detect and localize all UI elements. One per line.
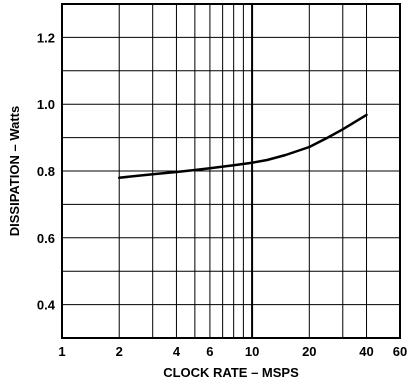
x-tick-label: 60 xyxy=(393,344,407,359)
tick-labels: 1 2 4 6 10 20 40 60 0.4 0.6 0.8 1.0 1.2 xyxy=(37,30,407,359)
dissipation-line xyxy=(117,113,368,179)
y-tick-label: 1.0 xyxy=(37,97,55,112)
plot-frame xyxy=(61,3,401,339)
y-tick-label: 0.4 xyxy=(37,298,56,313)
x-tick-label: 20 xyxy=(302,344,316,359)
y-tick-label: 0.6 xyxy=(37,231,55,246)
x-tick-label: 1 xyxy=(58,344,65,359)
y-tick-label: 0.8 xyxy=(37,164,55,179)
x-axis-label: CLOCK RATE – MSPS xyxy=(163,365,299,380)
y-axis-label: DISSIPATION – Watts xyxy=(7,106,22,237)
y-tick-label: 1.2 xyxy=(37,30,55,45)
x-tick-label: 6 xyxy=(206,344,213,359)
x-tick-label: 10 xyxy=(245,344,259,359)
x-tick-label: 4 xyxy=(173,344,181,359)
x-tick-label: 40 xyxy=(359,344,373,359)
series-group xyxy=(117,113,368,179)
grid xyxy=(62,4,400,338)
x-tick-label: 2 xyxy=(116,344,123,359)
